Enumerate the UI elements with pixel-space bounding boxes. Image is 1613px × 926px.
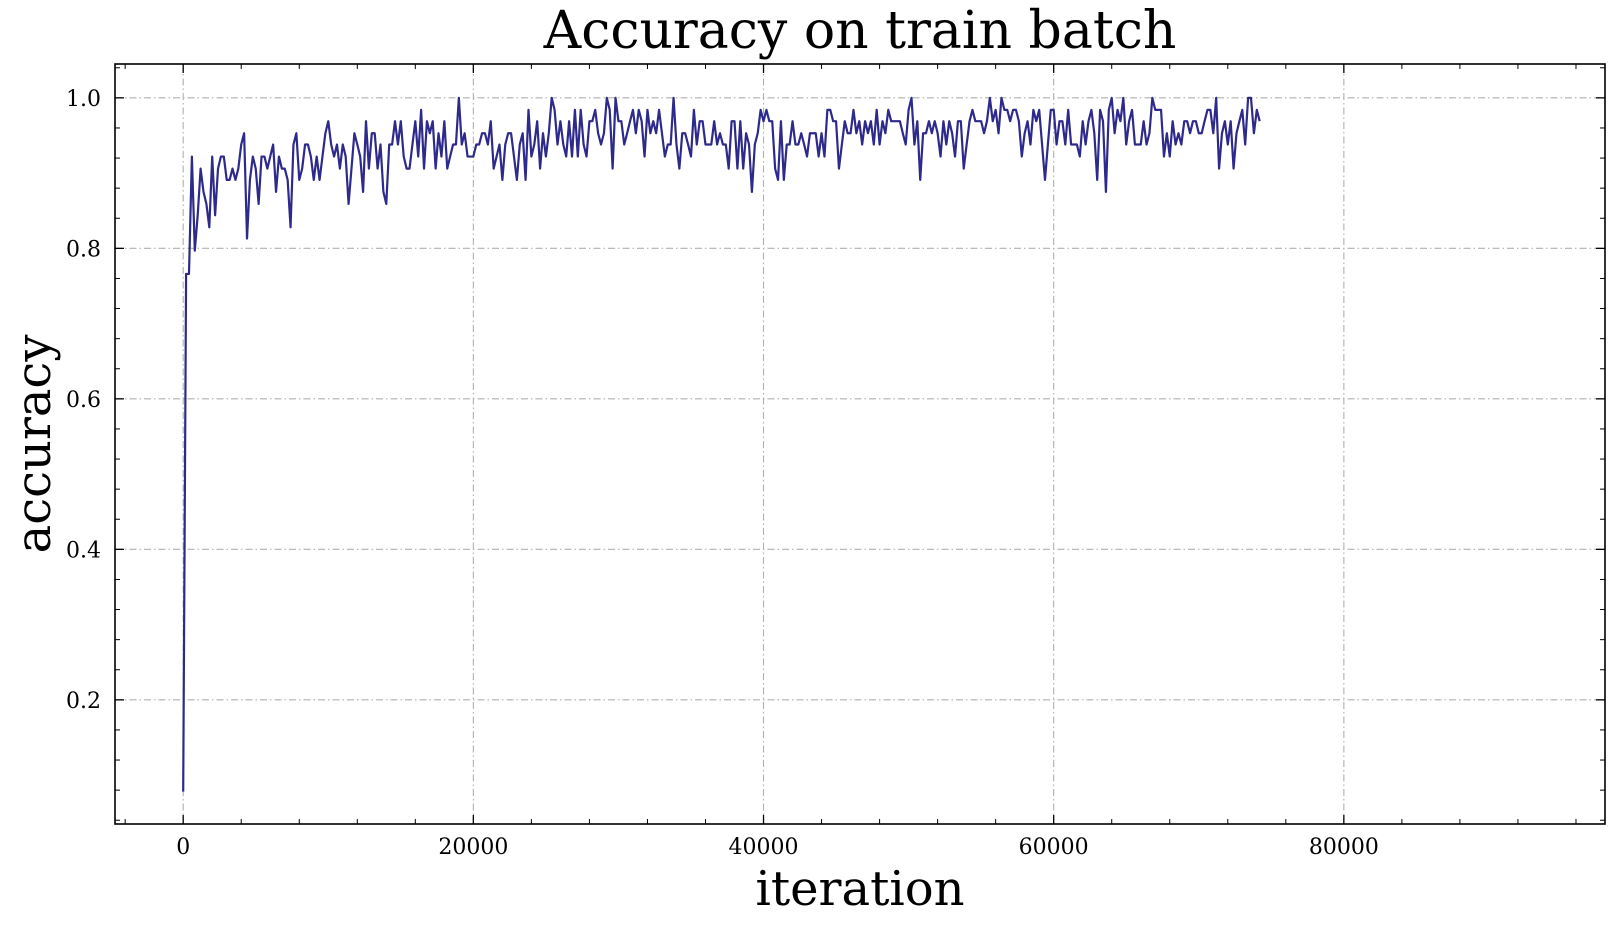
y-tick-label: 0.4 xyxy=(66,538,101,563)
plot-area xyxy=(182,96,1261,792)
x-tick-label: 60000 xyxy=(1019,835,1089,860)
y-tick-label: 1.0 xyxy=(66,87,101,112)
tick-labels: 0 20000 40000 60000 80000 0.2 0.4 0.6 0.8 1.0 xyxy=(66,87,1379,860)
y-tick-label: 0.2 xyxy=(66,689,101,714)
axis-ticks xyxy=(115,64,1605,824)
x-tick-label: 20000 xyxy=(438,835,508,860)
grid xyxy=(115,64,1605,824)
y-tick-label: 0.8 xyxy=(66,237,101,262)
series-line xyxy=(182,96,1261,792)
chart-title: Accuracy on train batch xyxy=(543,1,1177,61)
y-tick-label: 0.6 xyxy=(66,388,101,413)
x-tick-label: 40000 xyxy=(729,835,799,860)
plot-frame xyxy=(114,63,1606,825)
x-tick-label: 0 xyxy=(176,835,190,860)
x-tick-label: 80000 xyxy=(1309,835,1379,860)
x-axis-label: iteration xyxy=(755,861,964,917)
y-axis-label: accuracy xyxy=(6,335,62,554)
